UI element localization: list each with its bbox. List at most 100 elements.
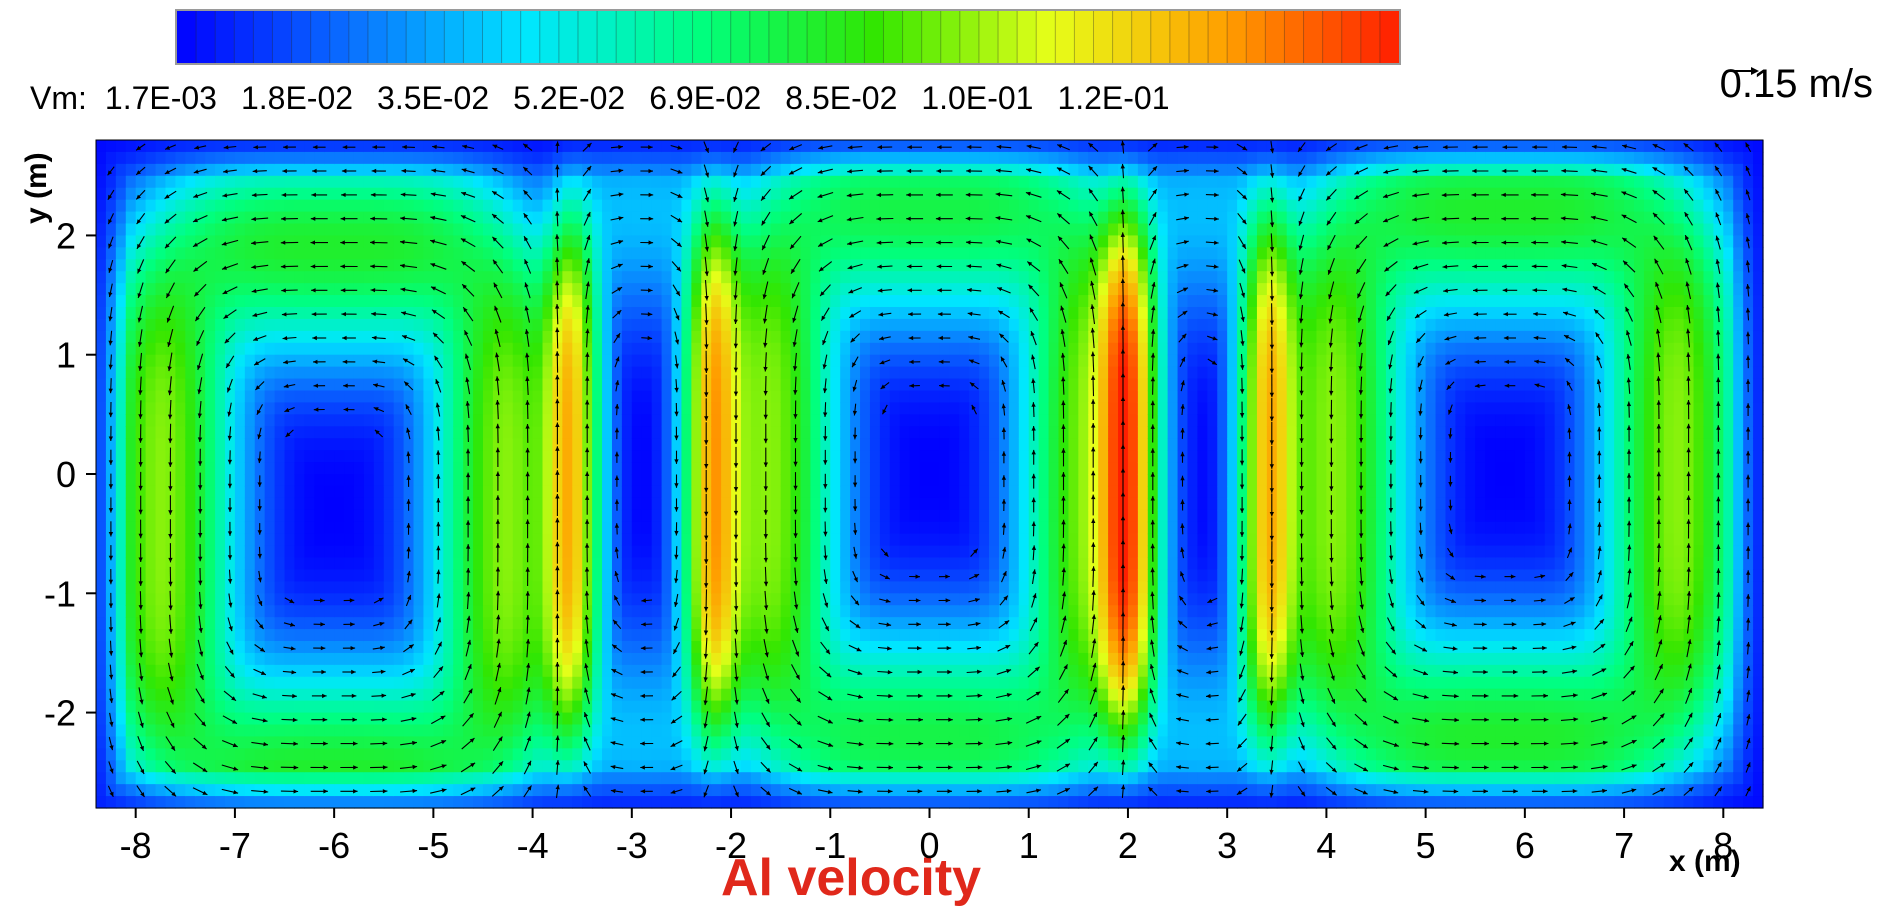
contour-cell — [900, 426, 911, 439]
contour-cell — [265, 510, 276, 523]
contour-cell — [572, 402, 583, 415]
contour-cell — [562, 689, 573, 702]
contour-cell — [215, 546, 226, 559]
contour-cell — [930, 534, 941, 547]
contour-cell — [910, 796, 921, 809]
contour-cell — [949, 414, 960, 427]
contour-cell — [513, 152, 524, 165]
contour-cell — [820, 295, 831, 308]
contour-cell — [711, 617, 722, 630]
contour-cell — [304, 414, 315, 427]
contour-cell — [781, 605, 792, 618]
contour-cell — [761, 152, 772, 165]
contour-cell — [939, 188, 950, 201]
contour-cell — [751, 558, 762, 571]
contour-cell — [870, 498, 881, 511]
contour-cell — [215, 391, 226, 404]
contour-cell — [632, 546, 643, 559]
contour-cell — [245, 474, 256, 487]
contour-cell — [245, 235, 256, 248]
contour-cell — [116, 247, 127, 260]
contour-cell — [920, 391, 931, 404]
contour-cell — [890, 701, 901, 714]
contour-cell — [205, 725, 216, 738]
contour-cell — [572, 295, 583, 308]
contour-cell — [870, 355, 881, 368]
contour-cell — [860, 426, 871, 439]
contour-cell — [146, 152, 157, 165]
contour-cell — [523, 295, 534, 308]
contour-cell — [830, 355, 841, 368]
contour-cell — [860, 796, 871, 809]
contour-cell — [612, 462, 623, 475]
contour-cell — [314, 295, 325, 308]
contour-cell — [423, 176, 434, 189]
contour-cell — [910, 295, 921, 308]
contour-cell — [920, 152, 931, 165]
contour-cell — [840, 665, 851, 678]
contour-cell — [453, 235, 464, 248]
contour-cell — [374, 319, 385, 332]
contour-cell — [910, 164, 921, 177]
contour-cell — [602, 355, 613, 368]
contour-cell — [543, 605, 554, 618]
contour-cell — [840, 367, 851, 380]
contour-cell — [533, 188, 544, 201]
contour-cell — [801, 379, 812, 392]
contour-cell — [810, 152, 821, 165]
contour-cell — [711, 713, 722, 726]
contour-cell — [364, 367, 375, 380]
contour-cell — [949, 450, 960, 463]
contour-cell — [662, 391, 673, 404]
contour-cell — [354, 713, 365, 726]
contour-cell — [443, 307, 454, 320]
contour-cell — [622, 558, 633, 571]
contour-cell — [374, 391, 385, 404]
contour-cell — [503, 176, 514, 189]
contour-cell — [116, 677, 127, 690]
contour-cell — [592, 164, 603, 177]
contour-cell — [334, 772, 345, 785]
contour-cell — [443, 701, 454, 714]
contour-cell — [384, 224, 395, 237]
contour-cell — [146, 748, 157, 761]
contour-cell — [443, 617, 454, 630]
contour-cell — [443, 212, 454, 225]
contour-cell — [582, 295, 593, 308]
contour-cell — [642, 176, 653, 189]
contour-cell — [771, 319, 782, 332]
contour-cell — [820, 772, 831, 785]
contour-cell — [255, 152, 266, 165]
contour-cell — [622, 474, 633, 487]
contour-cell — [304, 689, 315, 702]
contour-cell — [205, 450, 216, 463]
contour-cell — [721, 450, 732, 463]
contour-cell — [285, 760, 296, 773]
contour-cell — [691, 546, 702, 559]
contour-cell — [503, 140, 514, 153]
contour-cell — [920, 212, 931, 225]
contour-cell — [294, 546, 305, 559]
contour-cell — [751, 569, 762, 582]
contour-cell — [592, 772, 603, 785]
contour-cell — [364, 510, 375, 523]
contour-cell — [205, 701, 216, 714]
contour-cell — [840, 498, 851, 511]
contour-cell — [126, 438, 137, 451]
contour-cell — [870, 164, 881, 177]
contour-cell — [880, 629, 891, 642]
contour-cell — [652, 569, 663, 582]
contour-cell — [503, 522, 514, 535]
contour-cell — [443, 391, 454, 404]
contour-cell — [592, 438, 603, 451]
contour-cell — [781, 140, 792, 153]
contour-cell — [443, 140, 454, 153]
contour-cell — [572, 701, 583, 714]
contour-cell — [642, 677, 653, 690]
contour-cell — [483, 414, 494, 427]
contour-cell — [294, 653, 305, 666]
contour-cell — [443, 438, 454, 451]
contour-cell — [354, 379, 365, 392]
contour-cell — [939, 510, 950, 523]
contour-cell — [900, 259, 911, 272]
